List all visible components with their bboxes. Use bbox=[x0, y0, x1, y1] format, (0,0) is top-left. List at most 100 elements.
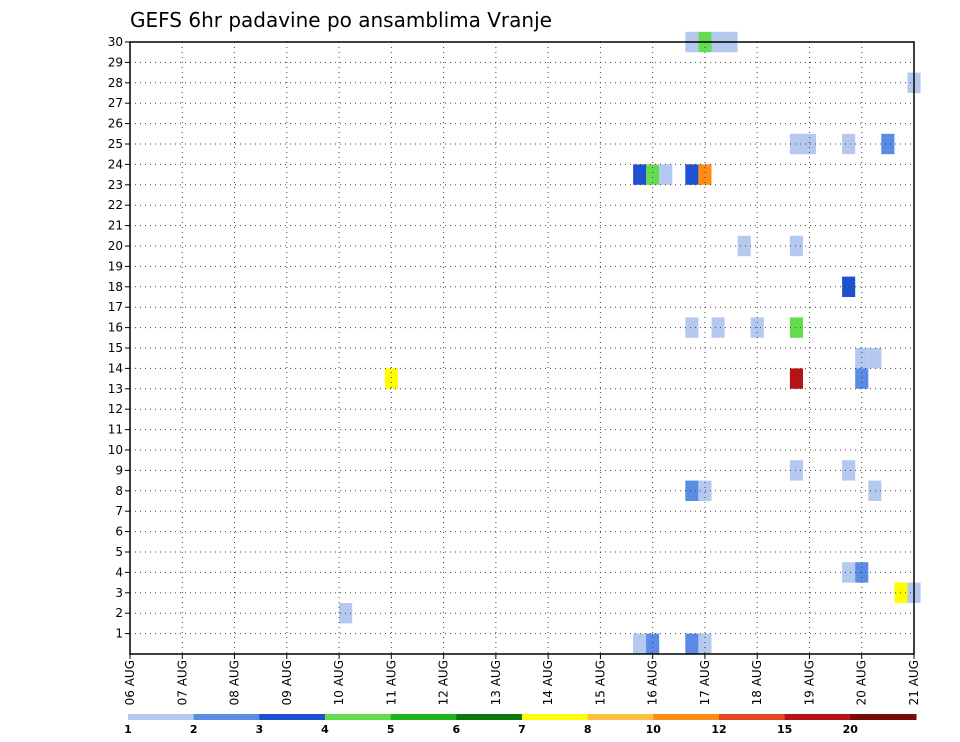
y-tick-label: 20 bbox=[108, 239, 123, 253]
colorbar-label: 7 bbox=[518, 723, 526, 736]
colorbar-swatch bbox=[719, 714, 786, 720]
colorbar-label: 20 bbox=[843, 723, 859, 736]
colorbar-swatch bbox=[456, 714, 523, 720]
colorbar-swatch bbox=[522, 714, 589, 720]
y-tick-label: 1 bbox=[115, 627, 123, 641]
y-tick-label: 12 bbox=[108, 402, 123, 416]
x-tick-label: 21 AUG bbox=[907, 660, 921, 705]
precip-cell bbox=[789, 317, 803, 338]
y-tick-label: 19 bbox=[108, 259, 123, 273]
precip-cell bbox=[842, 276, 856, 297]
y-tick-label: 17 bbox=[108, 300, 123, 314]
precip-cell bbox=[659, 164, 673, 185]
y-tick-label: 22 bbox=[108, 198, 123, 212]
precip-cell bbox=[646, 633, 660, 654]
precip-cell bbox=[802, 133, 816, 155]
precip-cell bbox=[881, 133, 895, 155]
y-tick-label: 23 bbox=[108, 178, 123, 192]
x-tick-label: 06 AUG bbox=[123, 660, 137, 705]
precip-cell bbox=[685, 480, 699, 501]
precip-cell bbox=[646, 164, 660, 185]
precip-cell bbox=[789, 235, 803, 257]
colorbar-label: 3 bbox=[255, 723, 263, 736]
precip-cell bbox=[685, 317, 699, 338]
precip-cell bbox=[868, 480, 882, 501]
colorbar-swatch bbox=[784, 714, 851, 720]
y-tick-label: 7 bbox=[115, 504, 123, 518]
x-tick-label: 10 AUG bbox=[332, 660, 346, 705]
x-tick-label: 18 AUG bbox=[750, 660, 764, 705]
colorbar-label: 4 bbox=[321, 723, 329, 736]
x-tick-label: 14 AUG bbox=[541, 660, 555, 705]
colorbar-label: 12 bbox=[711, 723, 726, 736]
precip-cell bbox=[842, 562, 856, 583]
colorbar: 1 2 3 4 5 6 7 8 10 12 15 20 bbox=[124, 714, 917, 736]
y-tick-label: 24 bbox=[108, 157, 123, 171]
y-tick-label: 16 bbox=[108, 321, 123, 335]
y-tick-label: 3 bbox=[115, 586, 123, 600]
colorbar-label: 5 bbox=[387, 723, 395, 736]
precip-cell bbox=[685, 633, 699, 654]
colorbar-label: 1 bbox=[124, 723, 132, 736]
colorbar-swatch bbox=[587, 714, 654, 720]
colorbar-swatch bbox=[850, 714, 917, 720]
x-tick-label: 15 AUG bbox=[593, 660, 607, 705]
colorbar-label: 15 bbox=[777, 723, 792, 736]
y-tick-label: 8 bbox=[115, 484, 123, 498]
colorbar-swatch bbox=[390, 714, 457, 720]
precip-cell bbox=[789, 368, 803, 389]
colorbar-label: 10 bbox=[646, 723, 662, 736]
y-tick-label: 2 bbox=[115, 606, 123, 620]
y-tick-label: 11 bbox=[108, 423, 123, 437]
colorbar-swatch bbox=[325, 714, 392, 720]
y-tick-label: 18 bbox=[108, 280, 123, 294]
precip-cell bbox=[855, 368, 869, 389]
x-tick-label: 07 AUG bbox=[175, 660, 189, 705]
x-tick-label: 09 AUG bbox=[280, 660, 294, 705]
y-axis: 1234567891011121314151617181920212223242… bbox=[108, 35, 130, 641]
precip-cell bbox=[698, 480, 712, 501]
data-cells bbox=[339, 31, 921, 654]
y-tick-label: 27 bbox=[108, 96, 123, 110]
x-tick-label: 08 AUG bbox=[228, 660, 242, 705]
grid-lines bbox=[130, 42, 914, 654]
x-tick-label: 16 AUG bbox=[646, 660, 660, 705]
y-tick-label: 26 bbox=[108, 117, 123, 131]
precip-cell bbox=[855, 348, 869, 369]
y-tick-label: 13 bbox=[108, 382, 123, 396]
x-tick-label: 11 AUG bbox=[384, 660, 398, 705]
x-axis: 06 AUG 07 AUG 08 AUG 09 AUG 10 AUG 11 AUG 12 A… bbox=[123, 654, 921, 705]
precip-cell bbox=[698, 633, 712, 654]
y-tick-label: 29 bbox=[108, 55, 123, 69]
precip-cell bbox=[789, 460, 803, 481]
colorbar-swatch bbox=[653, 714, 720, 720]
colorbar-label: 8 bbox=[584, 723, 592, 736]
y-tick-label: 10 bbox=[108, 443, 123, 457]
x-tick-label: 20 AUG bbox=[855, 660, 869, 705]
precip-cell bbox=[842, 133, 856, 155]
y-tick-label: 4 bbox=[115, 565, 123, 579]
precip-cell bbox=[698, 164, 712, 185]
precip-cell bbox=[789, 133, 803, 155]
precip-cell bbox=[868, 348, 882, 369]
y-tick-label: 25 bbox=[108, 137, 123, 151]
x-tick-label: 17 AUG bbox=[698, 660, 712, 705]
precip-cell bbox=[384, 368, 398, 389]
precip-cell bbox=[842, 460, 856, 481]
x-tick-label: 13 AUG bbox=[489, 660, 503, 705]
precip-cell bbox=[711, 317, 725, 338]
colorbar-swatch bbox=[128, 714, 195, 720]
y-tick-label: 21 bbox=[108, 219, 123, 233]
x-tick-label: 19 AUG bbox=[802, 660, 816, 705]
y-tick-label: 9 bbox=[115, 463, 123, 477]
colorbar-swatch bbox=[193, 714, 260, 720]
x-tick-label: 12 AUG bbox=[437, 660, 451, 705]
y-tick-label: 6 bbox=[115, 525, 123, 539]
y-tick-label: 28 bbox=[108, 76, 123, 90]
y-tick-label: 5 bbox=[115, 545, 123, 559]
chart-title: GEFS 6hr padavine po ansamblima Vranje bbox=[130, 8, 552, 32]
y-tick-label: 30 bbox=[108, 35, 123, 49]
precip-cell bbox=[685, 164, 699, 185]
y-tick-label: 14 bbox=[108, 361, 123, 375]
